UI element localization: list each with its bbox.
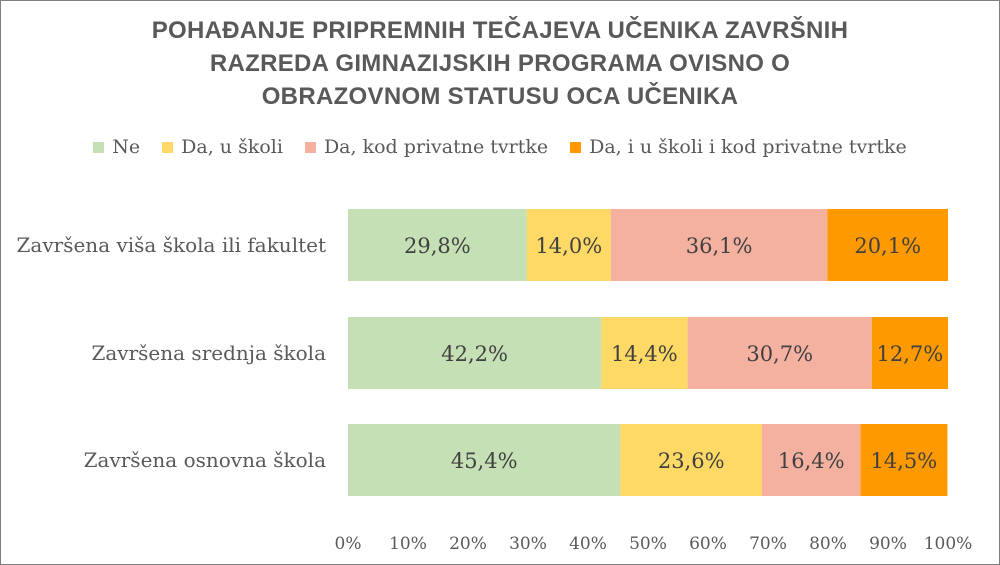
bar-segment-2-1 [620, 424, 762, 496]
data-label-1-3: 12,7% [877, 342, 944, 366]
legend-label-2: Da, kod privatne tvrtke [323, 136, 549, 158]
bar-segment-0-2 [610, 209, 828, 281]
legend-item-0: Ne [93, 136, 140, 158]
data-label-2-2: 16,4% [778, 449, 845, 473]
bar-segment-2-3 [860, 424, 948, 496]
bar-segment-2-0 [348, 424, 621, 496]
data-label-2-0: 45,4% [451, 449, 518, 473]
legend-label-0: Ne [112, 136, 141, 158]
data-label-0-1: 14,0% [535, 234, 602, 258]
x-tick-label-1: 10% [389, 534, 427, 554]
x-tick-label-4: 40% [569, 534, 607, 554]
bar-segment-0-1 [526, 209, 611, 281]
data-label-0-3: 20,1% [854, 234, 921, 258]
chart-title: POHAĐANJE PRIPREMNIH TEČAJEVA UČENIKA ZA… [151, 17, 849, 110]
bar-segment-1-3 [871, 317, 948, 389]
data-label-0-2: 36,1% [686, 234, 753, 258]
chart-legend: Ne Da, u školi Da, kod privatne tvrtke Da, … [0, 136, 1000, 158]
legend-swatch-2 [304, 141, 316, 153]
bar-segment-1-0 [348, 317, 602, 389]
legend-swatch-1 [162, 141, 174, 153]
x-tick-label-2: 20% [449, 534, 487, 554]
x-tick-label-0: 0% [335, 534, 362, 554]
legend-swatch-0 [93, 141, 105, 153]
bar-segment-0-0 [348, 209, 527, 281]
category-label-0: Završena viša škola ili fakultet [17, 233, 326, 257]
bar-segment-2-2 [762, 424, 861, 496]
x-tick-label-10: 100% [924, 534, 973, 554]
legend-label-1: Da, u školi [181, 136, 283, 158]
data-label-2-1: 23,6% [658, 449, 725, 473]
category-label-1: Završena srednja škola [91, 341, 326, 365]
bar-segment-0-3 [827, 209, 948, 281]
legend-item-2: Da, kod privatne tvrtke [304, 136, 549, 158]
x-tick-label-6: 60% [689, 534, 727, 554]
legend-item-1: Da, u školi [162, 136, 283, 158]
bar-segment-1-1 [601, 317, 688, 389]
x-tick-label-3: 30% [509, 534, 547, 554]
legend-label-3: Da, i u školi i kod privatne tvrtke [589, 136, 907, 158]
legend-swatch-3 [570, 141, 582, 153]
data-label-1-1: 14,4% [611, 342, 678, 366]
data-label-2-3: 14,5% [871, 449, 938, 473]
x-tick-label-7: 70% [749, 534, 787, 554]
legend-item-3: Da, i u školi i kod privatne tvrtke [570, 136, 907, 158]
x-tick-label-8: 80% [809, 534, 847, 554]
x-tick-label-5: 50% [629, 534, 667, 554]
bar-segment-1-2 [687, 317, 872, 389]
category-label-2: Završena osnovna škola [84, 448, 326, 472]
x-tick-label-9: 90% [869, 534, 907, 554]
data-label-1-0: 42,2% [441, 342, 508, 366]
data-label-0-0: 29,8% [404, 234, 471, 258]
data-label-1-2: 30,7% [746, 342, 813, 366]
